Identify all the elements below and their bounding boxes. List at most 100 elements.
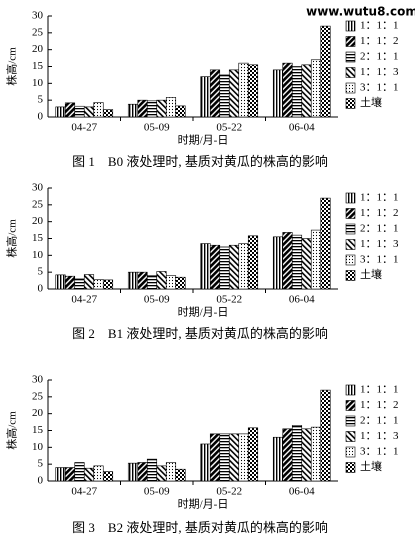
- bar: [272, 236, 284, 290]
- x-axis-title: 时期/月-日: [178, 134, 229, 147]
- legend-label: 1：1：1: [360, 192, 399, 204]
- bar: [228, 244, 240, 290]
- bar: [291, 234, 303, 290]
- bar: [247, 64, 259, 118]
- bar: [83, 467, 95, 482]
- bar: [219, 246, 230, 290]
- legend-swatch: [345, 431, 356, 442]
- y-tick-label: 5: [38, 266, 44, 278]
- x-tick-label: 05-22: [216, 294, 242, 306]
- y-tick-label: 25: [32, 390, 44, 402]
- bar: [146, 275, 158, 290]
- y-tick-label: 20: [32, 215, 44, 227]
- legend-label: 3：1：1: [360, 254, 399, 266]
- legend-label: 1：1：1: [360, 384, 399, 396]
- bar: [74, 462, 85, 482]
- legend-label: 3：1：1: [360, 446, 399, 458]
- legend-label: 1：1：3: [360, 238, 399, 250]
- legend-swatch: [345, 254, 356, 266]
- legend-swatch: [345, 462, 356, 473]
- y-tick-label: 0: [38, 283, 44, 295]
- bar: [83, 274, 95, 290]
- bar: [156, 271, 167, 290]
- bar: [55, 467, 66, 482]
- legend-label: 2：1：1: [360, 415, 399, 427]
- chart-title: 图 1 B0 液处理时, 基质对黄瓜的株高的影响: [72, 154, 328, 169]
- bar: [137, 99, 148, 118]
- bar: [228, 69, 240, 118]
- legend-swatch: [345, 192, 356, 204]
- y-axis-title: 株高/cm: [5, 219, 19, 258]
- y-tick-label: 20: [32, 407, 44, 419]
- y-tick-label: 15: [32, 424, 44, 436]
- y-tick-label: 30: [32, 374, 44, 386]
- bar: [310, 426, 322, 482]
- bar: [146, 458, 158, 482]
- bar: [102, 279, 114, 290]
- bar: [127, 103, 139, 118]
- bar: [93, 465, 104, 482]
- legend-swatch: [345, 82, 356, 94]
- chart: 0 5 10 15 20 25 30 04-27 05-09 05-22 06-04 时期/月-日 株高…: [5, 10, 399, 169]
- bar: [165, 275, 177, 290]
- legend-label: 2：1：1: [360, 51, 399, 63]
- chart: 0 5 10 15 20 25 30 04-27 05-09 05-22 06-04 时期/月-日 株高…: [5, 182, 399, 341]
- bar: [83, 106, 95, 118]
- bar: [272, 436, 284, 482]
- y-tick-label: 20: [32, 43, 44, 55]
- bar: [219, 433, 230, 482]
- bar: [310, 59, 322, 118]
- legend-swatch: [345, 415, 356, 427]
- bar: [238, 433, 249, 482]
- legend-swatch: [345, 239, 356, 250]
- y-tick-label: 10: [32, 441, 44, 453]
- bar: [64, 275, 76, 290]
- y-axis-title: 株高/cm: [5, 411, 19, 450]
- legend-swatch: [345, 208, 356, 219]
- bar: [165, 462, 177, 482]
- y-tick-label: 15: [32, 232, 44, 244]
- chart: 0 5 10 15 20 25 30 04-27 05-09 05-22 06-04 时期/月-日 株高…: [5, 374, 399, 535]
- bar: [282, 232, 293, 290]
- bar: [228, 433, 240, 482]
- bar: [127, 462, 139, 482]
- bar: [247, 427, 259, 482]
- bar: [156, 99, 167, 118]
- x-tick-label: 04-27: [71, 486, 97, 498]
- x-tick-label: 04-27: [71, 122, 97, 134]
- legend-label: 1：1：3: [360, 66, 399, 78]
- y-tick-label: 30: [32, 182, 44, 194]
- x-tick-label: 06-04: [289, 486, 315, 498]
- legend-swatch: [345, 67, 356, 78]
- x-tick-label: 05-09: [144, 122, 170, 134]
- legend-label: 1：1：3: [360, 430, 399, 442]
- bar: [74, 278, 85, 290]
- legend-label: 1：1：1: [360, 20, 399, 32]
- x-tick-label: 05-22: [216, 486, 242, 498]
- bar: [127, 271, 139, 290]
- legend-swatch: [345, 400, 356, 411]
- y-tick-label: 25: [32, 26, 44, 38]
- bar: [175, 276, 186, 290]
- y-tick-label: 0: [38, 475, 44, 487]
- bar: [156, 465, 167, 482]
- legend-label: 3：1：1: [360, 82, 399, 94]
- bar: [102, 471, 114, 482]
- bar: [291, 66, 303, 118]
- bar: [238, 62, 249, 118]
- y-tick-label: 30: [32, 10, 44, 22]
- bar: [102, 109, 114, 118]
- bar: [137, 271, 148, 290]
- y-tick-label: 0: [38, 111, 44, 123]
- bar: [320, 25, 331, 118]
- bar: [301, 238, 312, 290]
- legend-label: 2：1：1: [360, 223, 399, 235]
- watermark-bg: [312, 2, 412, 22]
- bar: [209, 69, 221, 118]
- x-tick-label: 04-27: [71, 294, 97, 306]
- legend-label: 土壤: [360, 95, 382, 109]
- bar: [165, 97, 177, 118]
- bar: [93, 279, 104, 290]
- y-tick-label: 15: [32, 60, 44, 72]
